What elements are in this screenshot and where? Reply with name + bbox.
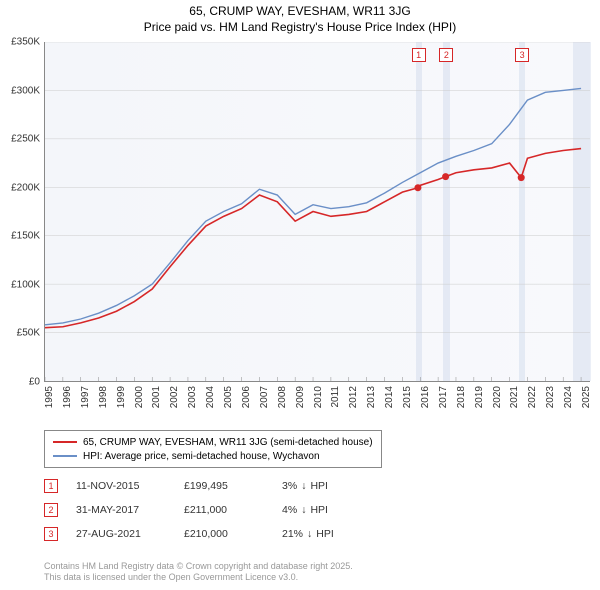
y-tick-label: £350K [11, 37, 40, 48]
arrow-down-icon: ↓ [301, 504, 306, 516]
x-tick-label: 2018 [456, 386, 467, 408]
x-tick-label: 2025 [581, 386, 592, 408]
legend-swatch [53, 441, 77, 443]
x-tick-label: 2016 [420, 386, 431, 408]
sale-row: 3 27-AUG-2021 £210,000 21% ↓ HPI [44, 522, 382, 546]
legend-swatch [53, 455, 77, 457]
x-tick-label: 2020 [492, 386, 503, 408]
sale-marker: 3 [44, 527, 58, 541]
sale-marker: 2 [44, 503, 58, 517]
sale-diff: 3% ↓ HPI [282, 480, 382, 492]
y-tick-label: £200K [11, 182, 40, 193]
x-tick-label: 2013 [366, 386, 377, 408]
plot-svg [45, 42, 590, 381]
x-tick-label: 1998 [98, 386, 109, 408]
chart-title: 65, CRUMP WAY, EVESHAM, WR11 3JG Price p… [0, 0, 600, 35]
x-tick-label: 1996 [62, 386, 73, 408]
x-tick-label: 2019 [474, 386, 485, 408]
x-tick-label: 2008 [277, 386, 288, 408]
x-tick-label: 2023 [545, 386, 556, 408]
x-tick-label: 2022 [527, 386, 538, 408]
y-tick-label: £0 [29, 377, 40, 388]
title-subtitle: Price paid vs. HM Land Registry's House … [0, 20, 600, 36]
y-axis: £0£50K£100K£150K£200K£250K£300K£350K [0, 42, 44, 382]
legend-label: HPI: Average price, semi-detached house,… [83, 451, 320, 462]
y-tick-label: £50K [17, 328, 40, 339]
x-tick-label: 2006 [241, 386, 252, 408]
title-address: 65, CRUMP WAY, EVESHAM, WR11 3JG [0, 4, 600, 20]
sale-marker-1: 1 [412, 48, 426, 62]
sale-diff: 21% ↓ HPI [282, 528, 382, 540]
sale-price: £210,000 [184, 528, 264, 540]
y-tick-label: £100K [11, 279, 40, 290]
arrow-down-icon: ↓ [307, 528, 312, 540]
x-tick-label: 2014 [384, 386, 395, 408]
sale-diff: 4% ↓ HPI [282, 504, 382, 516]
y-tick-label: £300K [11, 85, 40, 96]
arrow-down-icon: ↓ [301, 480, 306, 492]
x-tick-label: 2003 [187, 386, 198, 408]
x-tick-label: 2005 [223, 386, 234, 408]
x-tick-label: 2009 [295, 386, 306, 408]
sale-row: 2 31-MAY-2017 £211,000 4% ↓ HPI [44, 498, 382, 522]
chart-container: 65, CRUMP WAY, EVESHAM, WR11 3JG Price p… [0, 0, 600, 590]
sale-date: 27-AUG-2021 [76, 528, 166, 540]
sale-marker-3: 3 [515, 48, 529, 62]
sale-price: £199,495 [184, 480, 264, 492]
x-tick-label: 2015 [402, 386, 413, 408]
x-tick-label: 1999 [116, 386, 127, 408]
sale-date: 11-NOV-2015 [76, 480, 166, 492]
y-tick-label: £250K [11, 134, 40, 145]
x-tick-label: 2024 [563, 386, 574, 408]
x-tick-label: 2021 [509, 386, 520, 408]
attribution-line2: This data is licensed under the Open Gov… [44, 572, 353, 584]
sales-table: 1 11-NOV-2015 £199,495 3% ↓ HPI 2 31-MAY… [44, 474, 382, 546]
sale-row: 1 11-NOV-2015 £199,495 3% ↓ HPI [44, 474, 382, 498]
x-tick-label: 2002 [169, 386, 180, 408]
legend-label: 65, CRUMP WAY, EVESHAM, WR11 3JG (semi-d… [83, 437, 373, 448]
sale-marker-2: 2 [439, 48, 453, 62]
x-tick-label: 2012 [348, 386, 359, 408]
legend-item: HPI: Average price, semi-detached house,… [53, 449, 373, 463]
x-tick-label: 2007 [259, 386, 270, 408]
x-tick-label: 2004 [205, 386, 216, 408]
x-tick-label: 1995 [44, 386, 55, 408]
attribution: Contains HM Land Registry data © Crown c… [44, 561, 353, 584]
x-tick-label: 2010 [313, 386, 324, 408]
x-tick-label: 2000 [134, 386, 145, 408]
legend: 65, CRUMP WAY, EVESHAM, WR11 3JG (semi-d… [44, 430, 382, 468]
sale-marker: 1 [44, 479, 58, 493]
y-tick-label: £150K [11, 231, 40, 242]
sale-price: £211,000 [184, 504, 264, 516]
plot-area: 12 3 [44, 42, 590, 382]
x-tick-label: 2001 [151, 386, 162, 408]
x-tick-label: 2011 [330, 386, 341, 408]
x-tick-label: 2017 [438, 386, 449, 408]
sale-date: 31-MAY-2017 [76, 504, 166, 516]
attribution-line1: Contains HM Land Registry data © Crown c… [44, 561, 353, 573]
legend-item: 65, CRUMP WAY, EVESHAM, WR11 3JG (semi-d… [53, 435, 373, 449]
x-tick-label: 1997 [80, 386, 91, 408]
